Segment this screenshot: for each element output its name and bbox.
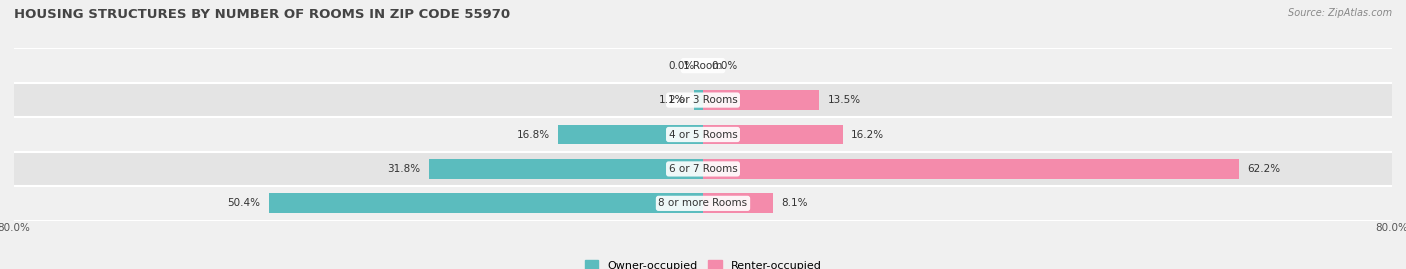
Bar: [429, 159, 703, 179]
Bar: [14, 50, 1392, 82]
Text: 13.5%: 13.5%: [828, 95, 860, 105]
Text: 2 or 3 Rooms: 2 or 3 Rooms: [669, 95, 737, 105]
Text: 1 Room: 1 Room: [683, 61, 723, 71]
Bar: [703, 90, 820, 110]
Bar: [558, 125, 703, 144]
Text: 16.2%: 16.2%: [851, 129, 884, 140]
Text: 8.1%: 8.1%: [782, 198, 808, 208]
Bar: [14, 119, 1392, 150]
Text: 62.2%: 62.2%: [1247, 164, 1281, 174]
Bar: [14, 187, 1392, 219]
Bar: [703, 193, 773, 213]
Text: 8 or more Rooms: 8 or more Rooms: [658, 198, 748, 208]
Bar: [14, 84, 1392, 116]
Text: 0.0%: 0.0%: [668, 61, 695, 71]
Bar: [269, 193, 703, 213]
Bar: [14, 153, 1392, 185]
Text: 4 or 5 Rooms: 4 or 5 Rooms: [669, 129, 737, 140]
Text: 50.4%: 50.4%: [228, 198, 260, 208]
Bar: [703, 159, 1239, 179]
Text: 31.8%: 31.8%: [388, 164, 420, 174]
Text: 0.0%: 0.0%: [711, 61, 738, 71]
Text: HOUSING STRUCTURES BY NUMBER OF ROOMS IN ZIP CODE 55970: HOUSING STRUCTURES BY NUMBER OF ROOMS IN…: [14, 8, 510, 21]
Text: 16.8%: 16.8%: [516, 129, 550, 140]
Text: 1.1%: 1.1%: [658, 95, 685, 105]
Bar: [703, 125, 842, 144]
Bar: [693, 90, 703, 110]
Text: 6 or 7 Rooms: 6 or 7 Rooms: [669, 164, 737, 174]
Legend: Owner-occupied, Renter-occupied: Owner-occupied, Renter-occupied: [581, 256, 825, 269]
Text: Source: ZipAtlas.com: Source: ZipAtlas.com: [1288, 8, 1392, 18]
